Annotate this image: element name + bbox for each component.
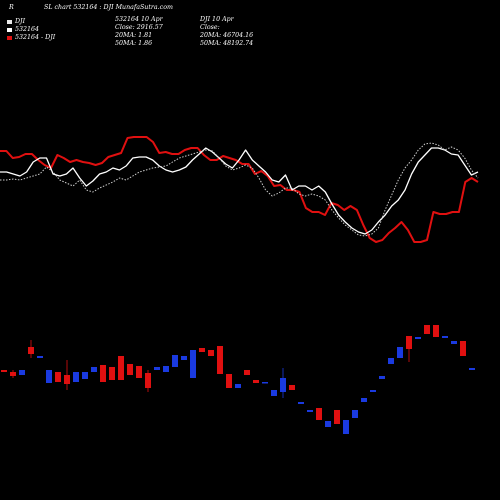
index-date: DJI 10 Apr	[200, 16, 234, 23]
stock-50ma: 50MA: 1.86	[115, 40, 153, 47]
candle-body	[37, 356, 43, 358]
candle-body	[379, 376, 385, 379]
candle-body	[145, 373, 151, 388]
candle-body	[343, 420, 349, 434]
series-line-2	[0, 142, 479, 237]
candle-body	[73, 372, 79, 382]
candle-body	[1, 370, 7, 372]
candle-body	[352, 410, 358, 418]
candle-body	[388, 358, 394, 364]
candle-body	[127, 364, 133, 375]
candle-body	[316, 408, 322, 420]
legend-item-stock: 532164	[7, 26, 55, 34]
corner-label: R	[9, 4, 14, 11]
candle-body	[208, 350, 214, 356]
legend-label: DJI	[15, 18, 26, 25]
candle-body	[28, 347, 34, 354]
candle-body	[442, 336, 448, 338]
candle-body	[154, 367, 160, 370]
candle-body	[55, 372, 61, 382]
candle-body	[451, 341, 457, 344]
candle-body	[46, 370, 52, 383]
legend-item-ratio: 532164 - DJI	[7, 34, 55, 42]
candle-body	[235, 384, 241, 388]
candle-body	[280, 378, 286, 392]
candle-body	[397, 347, 403, 358]
candle-body	[325, 421, 331, 427]
legend-swatch	[7, 35, 12, 40]
candle-body	[91, 367, 97, 372]
legend-item-dji: DJI	[7, 18, 55, 26]
candle-body	[415, 337, 421, 339]
stock-20ma: 20MA: 1.81	[115, 32, 153, 39]
stock-date: 532164 10 Apr	[115, 16, 163, 23]
candle-body	[253, 380, 259, 383]
candle-body	[163, 366, 169, 372]
candle-body	[307, 410, 313, 412]
candle-body	[460, 341, 466, 356]
candle-body	[217, 346, 223, 374]
candle-body	[406, 336, 412, 349]
stock-close: Close: 2916.57	[115, 24, 163, 31]
series-line-1	[0, 147, 479, 235]
candle-body	[136, 366, 142, 378]
series-line-0	[0, 136, 479, 243]
candle-body	[433, 325, 439, 337]
candle-body	[82, 372, 88, 379]
candle-body	[172, 355, 178, 367]
chart-title: SL chart 532164 : DJI MunafaSutra.com	[44, 4, 173, 11]
candle-body	[298, 402, 304, 404]
candle-body	[262, 382, 268, 384]
candle-body	[64, 375, 70, 384]
legend-swatch	[7, 27, 12, 32]
candle-body	[10, 372, 16, 376]
candle-body	[181, 356, 187, 360]
index-info: DJI 10 Apr Close: 20MA: 46704.16 50MA: 4…	[200, 16, 253, 48]
candle-body	[226, 374, 232, 388]
stock-info: 532164 10 Apr Close: 2916.57 20MA: 1.81 …	[115, 16, 163, 48]
legend: DJI 532164 532164 - DJI	[7, 18, 55, 42]
candle-body	[334, 410, 340, 424]
legend-swatch	[7, 19, 12, 24]
legend-label: 532164 - DJI	[15, 34, 56, 41]
candle-body	[190, 350, 196, 378]
candle-body	[118, 356, 124, 380]
candle-body	[289, 385, 295, 390]
candle-body	[244, 370, 250, 375]
candle-body	[370, 390, 376, 392]
candle-body	[361, 398, 367, 402]
legend-label: 532164	[15, 26, 40, 33]
candle-body	[469, 368, 475, 370]
candle-body	[424, 325, 430, 334]
candle-body	[19, 370, 25, 375]
candle-body	[109, 367, 115, 380]
candle-body	[100, 365, 106, 382]
index-20ma: 20MA: 46704.16	[200, 32, 254, 39]
index-close: Close:	[200, 24, 220, 31]
candle-body	[271, 390, 277, 396]
candle-body	[199, 348, 205, 352]
index-50ma: 50MA: 48192.74	[200, 40, 254, 47]
